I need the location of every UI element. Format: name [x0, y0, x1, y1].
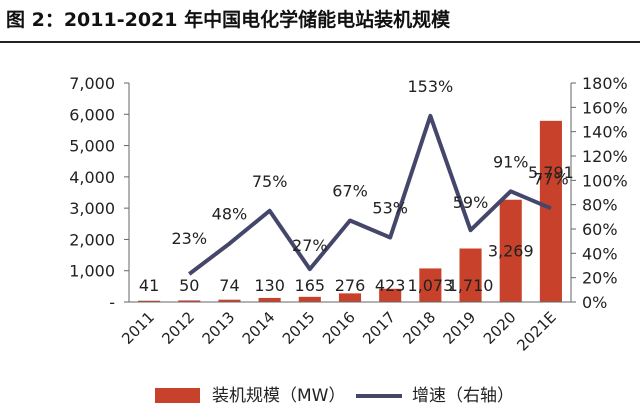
line-value-label: 23% — [171, 229, 207, 248]
bar-value-label: 3,269 — [488, 242, 534, 261]
left-tick-label: 3,000 — [69, 199, 115, 218]
bar-value-label: 1,710 — [448, 276, 494, 295]
x-tick-label: 2014 — [239, 308, 279, 348]
x-tick-label: 2015 — [279, 308, 319, 348]
right-tick-label: 60% — [582, 220, 618, 239]
line-value-label: 59% — [453, 193, 489, 212]
line-value-label: 67% — [332, 181, 368, 200]
line-value-label: 48% — [212, 205, 248, 224]
x-tick-label: 2019 — [440, 308, 480, 348]
x-tick-label: 2012 — [158, 308, 198, 348]
x-tick-label: 2013 — [199, 308, 239, 348]
bar-2014 — [258, 297, 281, 302]
bar-value-label: 1,073 — [407, 276, 453, 295]
right-tick-label: 140% — [582, 123, 628, 142]
bar-value-label: 50 — [179, 276, 199, 295]
line-value-label: 91% — [493, 152, 529, 171]
left-tick-label: - — [109, 293, 115, 312]
left-tick-label: 1,000 — [69, 262, 115, 281]
left-tick-label: 2,000 — [69, 230, 115, 249]
right-tick-label: 40% — [582, 244, 618, 263]
right-tick-label: 80% — [582, 196, 618, 215]
bar-2016 — [338, 293, 362, 302]
bar-value-label: 41 — [139, 276, 159, 295]
left-tick-label: 4,000 — [69, 168, 115, 187]
bar-2017 — [379, 288, 402, 302]
title-rule — [0, 41, 640, 43]
x-tick-label: 2016 — [319, 308, 359, 348]
line-value-label: 27% — [292, 236, 328, 255]
bar-2018 — [419, 268, 442, 302]
legend: 装机规模（MW） 增速（右轴） — [155, 386, 514, 406]
bar-2021E — [539, 120, 562, 302]
bar-value-label: 276 — [335, 276, 366, 295]
left-axis: - 1,000 2,000 3,000 4,000 5,000 6,000 7,000 — [69, 74, 130, 312]
line-value-label: 53% — [372, 199, 408, 218]
bar-series — [138, 120, 562, 302]
bar-value-label: 74 — [219, 276, 239, 295]
right-axis: 0% 20% 40% 60% 80% 100% 120% 140% 160% 180% — [570, 74, 628, 312]
bar-2019 — [459, 248, 482, 302]
bar-value-label: 130 — [254, 276, 285, 295]
x-tick-label: 2017 — [359, 308, 399, 348]
bar-2011 — [138, 300, 161, 302]
bar-2013 — [218, 299, 241, 302]
figure-title: 图 2：2011-2021 年中国电化学储能电站装机规模 — [6, 9, 451, 31]
left-tick-label: 5,000 — [69, 137, 115, 156]
growth-line — [188, 113, 552, 276]
bar-value-label: 423 — [375, 276, 406, 295]
bar-2012 — [178, 300, 201, 302]
x-tick-label: 2011 — [118, 308, 158, 348]
legend-line-label: 增速（右轴） — [412, 386, 514, 406]
line-value-label: 77% — [533, 169, 569, 188]
left-tick-label: 6,000 — [69, 105, 115, 124]
x-tick-label: 2018 — [399, 308, 439, 348]
right-tick-label: 180% — [582, 74, 628, 93]
line-value-label: 75% — [252, 172, 288, 191]
bar-2015 — [298, 296, 321, 302]
x-axis: 2011 2012 2013 2014 2015 2016 2017 2018 2019 2020… — [118, 301, 571, 355]
legend-bar-swatch — [155, 388, 200, 403]
right-tick-label: 0% — [582, 293, 607, 312]
line-value-label: 153% — [407, 77, 453, 96]
bar-value-label: 165 — [295, 276, 326, 295]
right-tick-label: 100% — [582, 171, 628, 190]
bar-2020 — [499, 199, 522, 302]
legend-bar-label: 装机规模（MW） — [212, 386, 345, 406]
bar-value-label: 5,791 — [528, 163, 574, 182]
right-tick-label: 120% — [582, 147, 628, 166]
left-tick-label: 7,000 — [69, 74, 115, 93]
line-series — [188, 113, 552, 276]
x-tick-label: 2021E — [513, 308, 559, 354]
right-tick-label: 20% — [582, 269, 618, 288]
right-tick-label: 160% — [582, 98, 628, 117]
